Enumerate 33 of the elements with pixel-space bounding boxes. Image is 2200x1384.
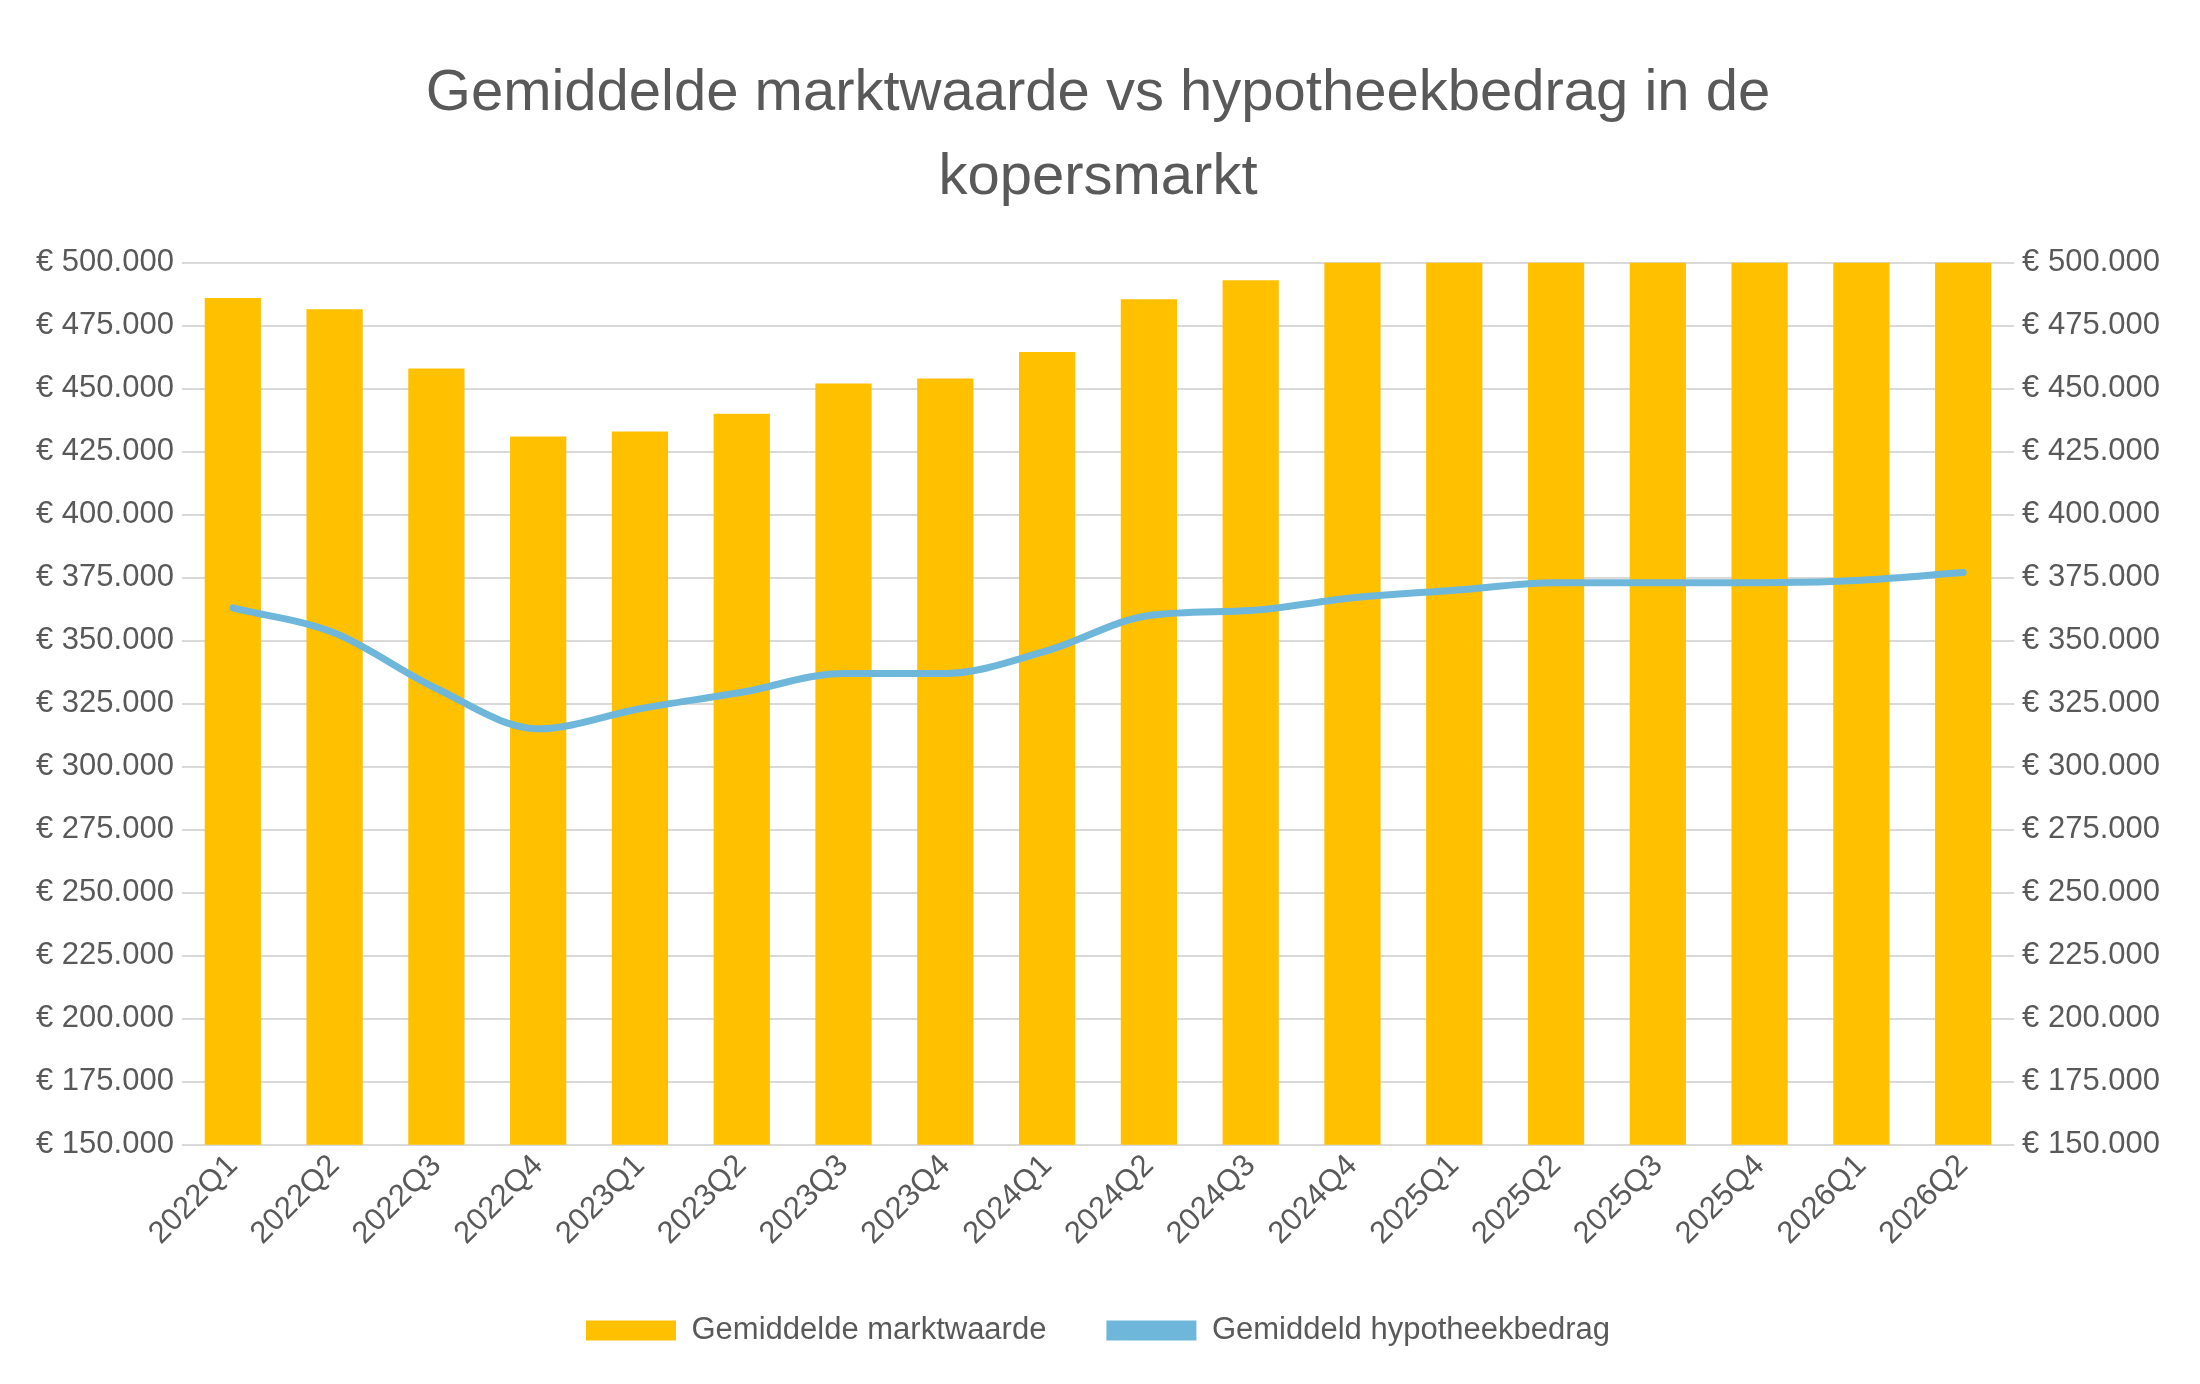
y2-tick-label: € 175.000 (2022, 1062, 2161, 1098)
y2-tick-label: € 325.000 (2022, 684, 2161, 720)
y2-tick-label: € 450.000 (2022, 369, 2161, 405)
y2-tick-label: € 475.000 (2022, 306, 2161, 342)
y-tick-label: € 400.000 (35, 495, 174, 531)
y-tick-label: € 475.000 (35, 306, 174, 342)
y-tick-label: € 325.000 (35, 684, 174, 720)
y-tick-label: € 175.000 (35, 1062, 174, 1098)
y2-tick-label: € 400.000 (2022, 495, 2161, 531)
chart-title: Gemiddelde marktwaarde vs hypotheekbedrag in de kopersmarkt (424, 56, 1772, 208)
y-tick-label: € 150.000 (35, 1125, 174, 1161)
y-tick-label: € 500.000 (35, 243, 174, 279)
y2-tick-label: € 375.000 (2022, 558, 2161, 594)
y-tick-label: € 275.000 (35, 810, 174, 846)
y2-tick-label: € 225.000 (2022, 936, 2161, 972)
y-tick-label: € 200.000 (35, 999, 174, 1035)
y-tick-label: € 450.000 (35, 369, 174, 405)
legend-label: Gemiddelde marktwaarde (691, 1311, 1047, 1347)
y2-tick-label: € 275.000 (2022, 810, 2161, 846)
y2-tick-label: € 300.000 (2022, 747, 2161, 783)
y2-tick-label: € 200.000 (2022, 999, 2161, 1035)
y2-tick-label: € 425.000 (2022, 432, 2161, 468)
y2-tick-label: € 350.000 (2022, 621, 2161, 657)
y2-tick-label: € 250.000 (2022, 873, 2161, 909)
legend-label: Gemiddeld hypotheekbedrag (1211, 1311, 1611, 1347)
y-tick-label: € 350.000 (35, 621, 174, 657)
y-tick-label: € 375.000 (35, 558, 174, 594)
y-tick-label: € 250.000 (35, 873, 174, 909)
y2-tick-label: € 500.000 (2022, 243, 2161, 279)
y-tick-label: € 300.000 (35, 747, 174, 783)
y-tick-label: € 425.000 (35, 432, 174, 468)
y2-tick-label: € 150.000 (2022, 1125, 2161, 1161)
y-tick-label: € 225.000 (35, 936, 174, 972)
